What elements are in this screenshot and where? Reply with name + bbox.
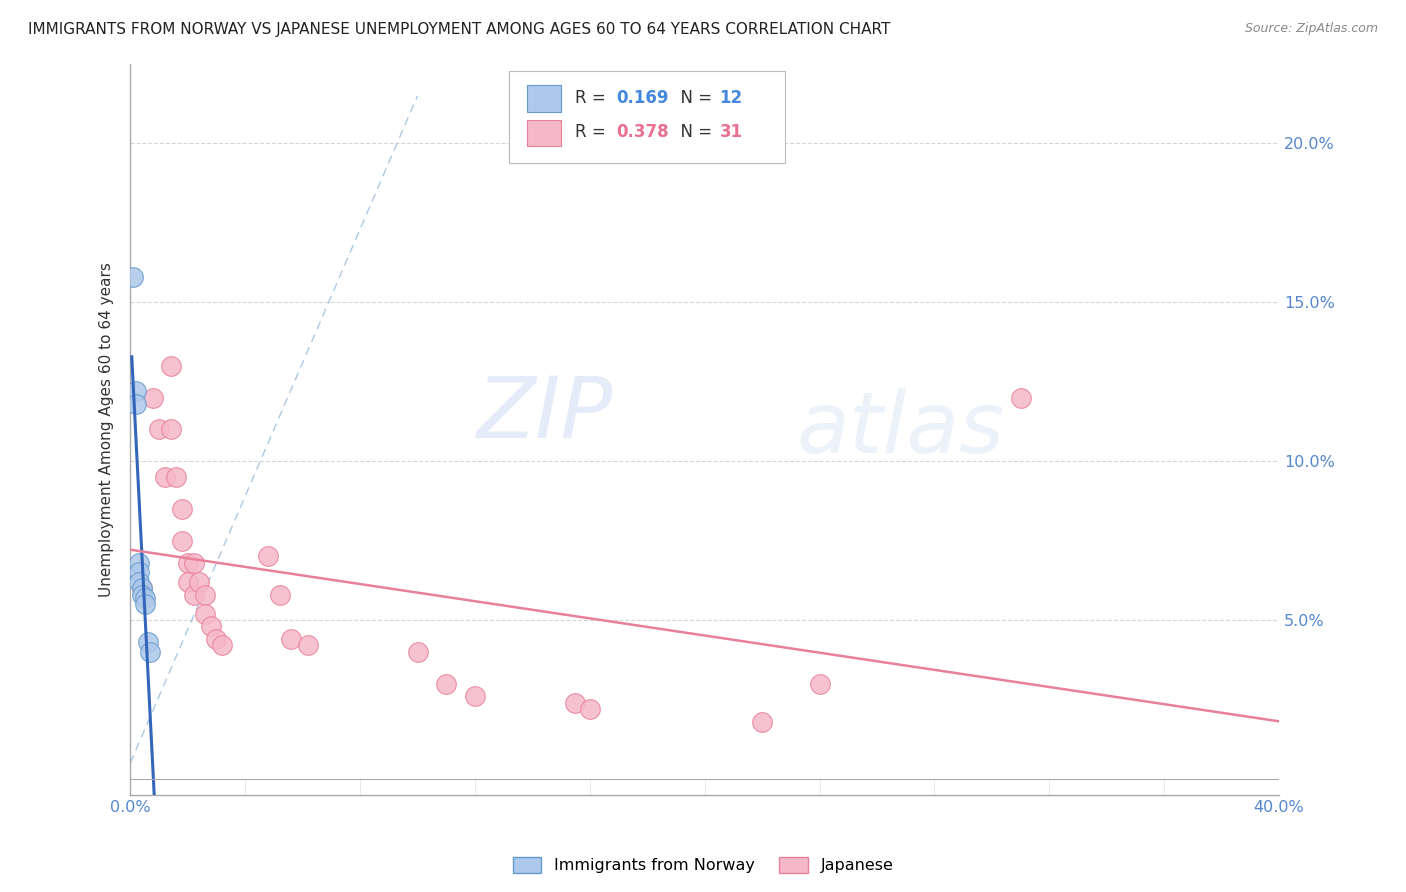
Text: 12: 12 (720, 89, 742, 107)
Point (125, 397, 148, 411)
Point (1010, 391, 1032, 405)
Text: N =: N = (671, 123, 717, 141)
Legend: Immigrants from Norway, Japanese: Immigrants from Norway, Japanese (506, 850, 900, 880)
Point (159, 422, 181, 436)
Point (200, 619, 222, 633)
Point (297, 639, 319, 653)
FancyBboxPatch shape (509, 71, 785, 162)
Text: 0.169: 0.169 (616, 89, 669, 107)
Text: Source: ZipAtlas.com: Source: ZipAtlas.com (1244, 22, 1378, 36)
Point (134, 597, 156, 611)
Point (131, 581, 153, 595)
Text: 0.378: 0.378 (616, 123, 669, 141)
Point (165, 470, 187, 484)
Text: R =: R = (575, 89, 610, 107)
Point (142, 391, 165, 405)
Point (177, 556, 200, 570)
Point (205, 632, 228, 646)
Point (122, 269, 145, 284)
Point (194, 607, 217, 621)
Point (128, 574, 150, 589)
Point (406, 645, 429, 659)
Point (269, 588, 291, 602)
Point (808, 676, 831, 690)
Point (194, 588, 217, 602)
Text: 31: 31 (720, 123, 742, 141)
Point (136, 635, 159, 649)
Point (211, 639, 233, 653)
Text: IMMIGRANTS FROM NORWAY VS JAPANESE UNEMPLOYMENT AMONG AGES 60 TO 64 YEARS CORREL: IMMIGRANTS FROM NORWAY VS JAPANESE UNEMP… (28, 22, 890, 37)
Point (183, 588, 205, 602)
Point (464, 690, 486, 704)
Point (434, 676, 457, 690)
Text: N =: N = (671, 89, 717, 107)
Point (177, 574, 200, 589)
Point (134, 591, 156, 605)
Text: ZIP: ZIP (477, 373, 613, 457)
FancyBboxPatch shape (527, 86, 561, 112)
Point (139, 645, 162, 659)
Point (170, 533, 193, 548)
Text: R =: R = (575, 123, 610, 141)
Point (148, 422, 170, 436)
Point (125, 384, 148, 399)
Point (257, 549, 280, 564)
Point (128, 566, 150, 580)
Point (578, 702, 600, 716)
Point (280, 632, 302, 646)
Point (170, 501, 193, 516)
Point (564, 696, 586, 710)
Point (131, 588, 153, 602)
Point (183, 556, 205, 570)
Y-axis label: Unemployment Among Ages 60 to 64 years: Unemployment Among Ages 60 to 64 years (100, 262, 114, 597)
Point (128, 556, 150, 570)
Point (153, 470, 176, 484)
Point (751, 714, 773, 729)
Text: atlas: atlas (797, 388, 1004, 471)
Point (131, 581, 153, 595)
FancyBboxPatch shape (527, 120, 561, 146)
Point (159, 359, 181, 373)
Point (188, 574, 211, 589)
